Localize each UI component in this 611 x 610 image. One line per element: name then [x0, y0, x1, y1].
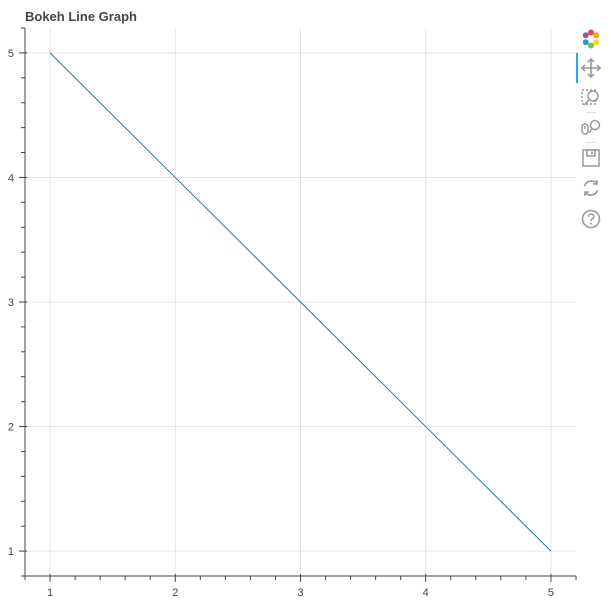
chart-title: Bokeh Line Graph [25, 9, 137, 24]
x-tick-label: 2 [172, 587, 178, 599]
y-tick-label: 5 [8, 48, 14, 60]
y-tick-label: 2 [8, 422, 14, 434]
axis-layer: 1 2 3 4 5 1 2 3 4 5 [8, 27, 577, 599]
save-tool-icon[interactable] [578, 145, 604, 171]
bokeh-logo-icon[interactable] [578, 26, 604, 52]
y-tick-label: 4 [8, 172, 14, 184]
x-tick-label: 4 [423, 587, 429, 599]
toolbar-separator [586, 142, 596, 143]
x-tick-label: 5 [548, 587, 554, 599]
grid-layer [25, 28, 576, 576]
pan-tool-icon[interactable] [578, 55, 604, 81]
active-tool-indicator [576, 53, 578, 83]
reset-tool-icon[interactable] [578, 175, 604, 201]
y-tick-label: 3 [8, 297, 14, 309]
y-tick-label: 1 [8, 546, 14, 558]
toolbar-separator [586, 112, 596, 113]
x-tick-label: 1 [47, 587, 53, 599]
toolbar [576, 26, 606, 241]
help-tool-icon[interactable] [578, 206, 604, 232]
box-zoom-tool-icon[interactable] [578, 85, 604, 111]
series-line [49, 52, 552, 552]
series-layer [49, 52, 552, 552]
wheel-zoom-tool-icon[interactable] [578, 115, 604, 141]
x-tick-label: 3 [297, 587, 303, 599]
